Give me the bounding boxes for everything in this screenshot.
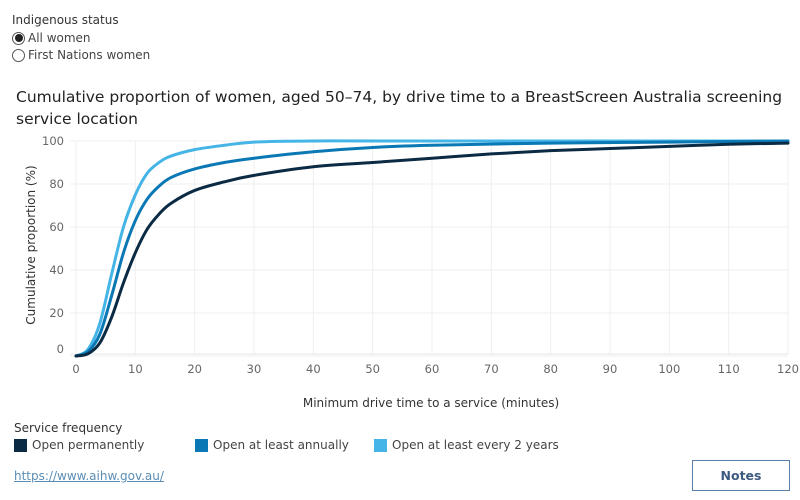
x-tick-label: 30	[247, 362, 262, 376]
x-tick-label: 80	[543, 362, 558, 376]
x-tick-label: 0	[72, 362, 79, 376]
x-tick-label: 100	[658, 362, 680, 376]
x-tick-label: 60	[425, 362, 440, 376]
x-tick-label: 120	[777, 362, 799, 376]
x-tick-label: 90	[603, 362, 618, 376]
legend-item-open-every-2-years[interactable]: Open at least every 2 years	[374, 438, 559, 452]
legend-title: Service frequency	[14, 421, 123, 435]
x-tick-label: 20	[187, 362, 202, 376]
chart-title: Cumulative proportion of women, aged 50–…	[16, 88, 783, 128]
legend-swatch	[14, 438, 27, 452]
legend-swatch	[374, 438, 387, 452]
notes-button[interactable]: Notes	[692, 460, 790, 491]
y-tick-label: 20	[49, 306, 64, 320]
aihw-link[interactable]: https://www.aihw.gov.au/	[14, 469, 164, 483]
y-tick-label: 80	[49, 177, 64, 191]
series-line-open-at-least-annually[interactable]	[74, 139, 790, 358]
series-line-open-permanently[interactable]	[74, 141, 790, 358]
line-chart: 0 10 20 30 40 50 60 70 80 90 100 110 120 0 20 40 60 80 100…	[24, 134, 799, 410]
radio-selected-icon[interactable]	[12, 31, 25, 45]
y-tick-label: 100	[42, 134, 64, 148]
radio-first-nations-women[interactable]: First Nations women	[12, 48, 150, 62]
legend-label: Open at least every 2 years	[392, 438, 559, 452]
legend-item-open-annually[interactable]: Open at least annually	[195, 438, 349, 452]
radio-label: All women	[28, 31, 91, 45]
filter-title: Indigenous status	[12, 13, 119, 27]
legend-swatch	[195, 438, 208, 452]
legend-label: Open permanently	[32, 438, 145, 452]
radio-unselected-icon[interactable]	[12, 48, 25, 62]
x-tick-label: 50	[365, 362, 380, 376]
x-axis-label: Minimum drive time to a service (minutes…	[303, 396, 559, 410]
legend-label: Open at least annually	[213, 438, 349, 452]
y-tick-label: 0	[57, 342, 64, 356]
x-tick-label: 70	[484, 362, 499, 376]
y-tick-label: 40	[49, 263, 64, 277]
series-line-open-at-least-every-2-years[interactable]	[74, 139, 790, 358]
x-tick-label: 40	[306, 362, 321, 376]
y-tick-label: 60	[49, 220, 64, 234]
x-tick-label: 110	[718, 362, 740, 376]
radio-label: First Nations women	[28, 48, 151, 62]
y-axis-label: Cumulative proportion (%)	[24, 165, 38, 324]
legend-item-open-permanently[interactable]: Open permanently	[14, 438, 144, 452]
x-tick-label: 10	[128, 362, 143, 376]
radio-all-women[interactable]: All women	[12, 31, 91, 45]
